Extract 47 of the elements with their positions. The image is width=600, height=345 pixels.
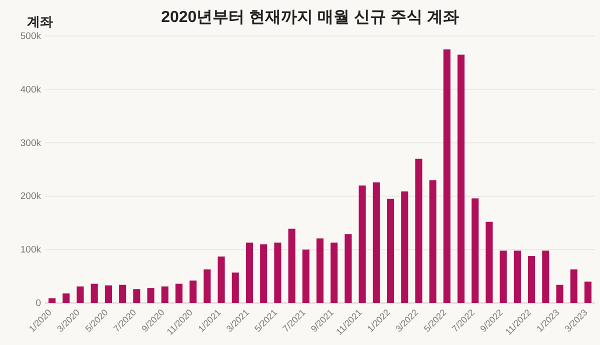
bar [119,284,126,303]
bar [90,284,98,303]
bar [218,256,225,303]
bar [76,286,84,303]
bar [556,284,564,303]
bar [429,180,436,303]
y-tick-label: 300k [20,138,42,149]
y-tick-label: 200k [20,191,42,202]
bar [458,54,465,303]
y-tick-label: 500k [20,31,42,42]
bar [302,250,310,303]
bar [542,250,550,303]
bar [415,158,422,303]
bar [147,288,154,303]
bar [104,285,112,303]
bar [570,269,578,303]
bar [386,198,394,303]
bar [372,182,380,303]
bar [274,242,282,303]
y-axis-title: 계좌 [27,14,53,29]
bar [344,234,352,303]
bar [288,228,296,303]
bar [472,198,479,303]
bar [528,256,536,303]
bar [500,250,507,303]
y-tick-label: 400k [20,84,42,96]
bar [330,242,338,303]
bar [260,244,268,303]
bar [401,191,408,303]
bar [246,242,254,303]
bar [486,222,493,303]
bar [443,49,450,303]
bar [161,286,168,303]
bar [316,238,324,303]
bar [514,250,521,303]
y-tick-label: 100k [20,244,42,256]
bar [190,280,197,303]
bar [358,186,366,303]
bar [204,269,211,303]
y-tick-label: 0 [36,298,41,309]
bar [584,282,592,303]
bar [175,284,182,303]
chart-title: 2020년부터 현재까지 매월 신규 주식 계좌 [161,9,459,26]
bar [48,298,56,303]
bar [232,272,239,303]
bar [133,289,140,303]
bar [62,293,70,303]
